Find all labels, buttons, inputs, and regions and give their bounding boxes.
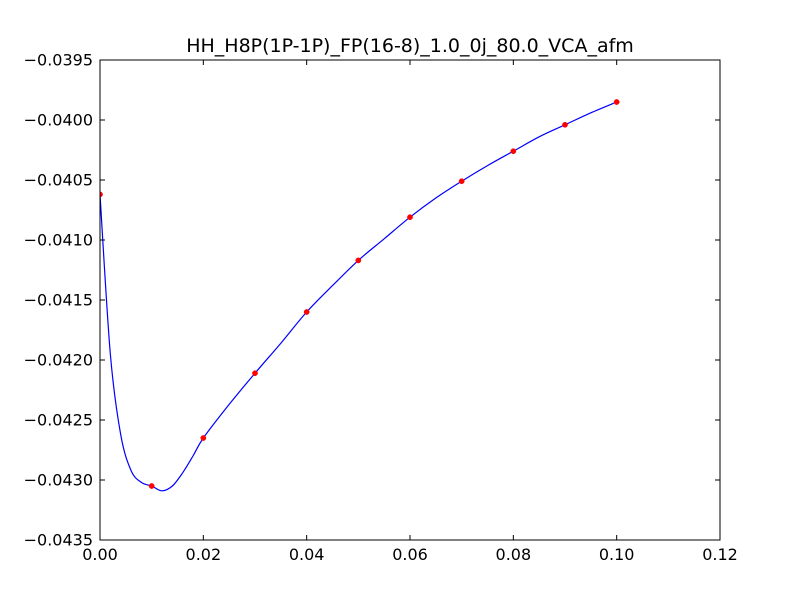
x-axis: 0.00 0.02 0.04 0.06 0.08 0.10 0.12 [82,60,738,564]
data-point [458,178,465,185]
data-point [252,370,258,377]
data-point [200,435,207,441]
y-tick-label: −0.0425 [24,411,93,430]
data-point [613,99,620,105]
y-tick-label: −0.0430 [24,471,93,490]
chart-title: HH_H8P(1P-1P)_FP(16-8)_1.0_0j_80.0_VCA_a… [186,35,634,57]
series-line [100,101,617,492]
y-tick-label: −0.0405 [24,171,93,190]
x-tick-label: 0.04 [289,545,325,564]
data-point [407,214,413,221]
y-tick-label: −0.0415 [24,291,93,310]
x-tick-label: 0.06 [392,545,428,564]
x-tick-label: 0.10 [599,545,635,564]
y-axis: −0.0435 −0.0430 −0.0425 −0.0420 −0.0415 −0.04… [24,51,720,550]
plot-area [100,99,620,492]
x-tick-label: 0.00 [82,545,118,564]
data-point [148,483,155,489]
data-point [355,257,362,264]
y-tick-label: −0.0395 [24,51,93,70]
x-tick-label: 0.12 [702,545,738,564]
x-tick-label: 0.08 [496,545,532,564]
data-point [303,309,310,315]
y-tick-label: −0.0435 [24,531,93,550]
data-point [562,121,568,128]
y-tick-label: −0.0410 [24,231,93,250]
x-tick-label: 0.02 [186,545,222,564]
y-tick-label: −0.0420 [24,351,93,370]
y-tick-label: −0.0400 [24,111,93,130]
data-point [510,148,517,155]
